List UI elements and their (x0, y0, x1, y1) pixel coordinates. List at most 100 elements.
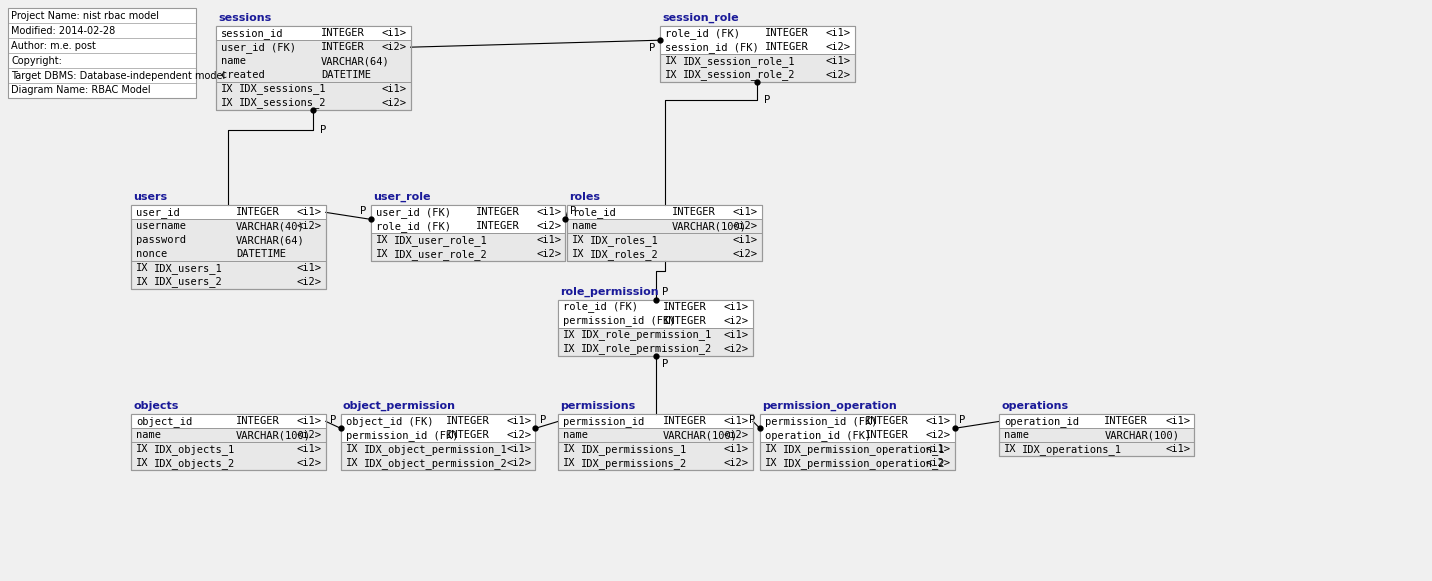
Text: IDX_user_role_2: IDX_user_role_2 (394, 249, 487, 260)
Text: IX: IX (765, 458, 778, 468)
Text: permission_id (FK): permission_id (FK) (765, 416, 878, 427)
Text: <i2>: <i2> (725, 344, 749, 354)
Text: <i1>: <i1> (925, 417, 951, 426)
Text: operation_id (FK): operation_id (FK) (765, 430, 871, 441)
Text: <i1>: <i1> (826, 28, 851, 38)
Text: <i2>: <i2> (925, 431, 951, 440)
Text: permission_operation: permission_operation (762, 401, 896, 411)
Bar (558, 300, 753, 356)
Text: <i2>: <i2> (381, 98, 407, 108)
Text: VARCHAR(100): VARCHAR(100) (663, 431, 737, 440)
Text: password: password (136, 235, 186, 245)
Text: IDX_permission_operation_1: IDX_permission_operation_1 (783, 444, 945, 455)
Text: INTEGER: INTEGER (663, 417, 707, 426)
Text: <i1>: <i1> (296, 263, 322, 273)
Text: <i2>: <i2> (725, 458, 749, 468)
Text: <i1>: <i1> (537, 235, 561, 245)
Text: IDX_object_permission_1: IDX_object_permission_1 (364, 444, 507, 455)
Bar (1000, 414, 1194, 456)
Text: <i2>: <i2> (826, 70, 851, 80)
Text: IX: IX (563, 458, 576, 468)
Text: P: P (321, 125, 326, 135)
Text: role_id (FK): role_id (FK) (375, 221, 451, 232)
Bar (216, 26, 411, 110)
Bar (132, 206, 325, 220)
Text: P: P (749, 415, 755, 425)
Bar (216, 26, 411, 110)
Text: <i2>: <i2> (296, 221, 322, 231)
Text: P: P (329, 415, 337, 425)
Text: <i1>: <i1> (1166, 417, 1190, 426)
Text: VARCHAR(64): VARCHAR(64) (321, 56, 390, 66)
Text: INTEGER: INTEGER (663, 316, 707, 326)
Text: INTEGER: INTEGER (321, 28, 365, 38)
Bar (9, 8, 196, 98)
Text: INTEGER: INTEGER (765, 28, 809, 38)
Text: permissions: permissions (560, 401, 636, 411)
Text: <i1>: <i1> (296, 207, 322, 217)
Bar (371, 206, 566, 261)
Text: P: P (570, 206, 577, 216)
Text: IX: IX (573, 235, 584, 245)
Text: <i2>: <i2> (296, 277, 322, 287)
Text: session_id (FK): session_id (FK) (664, 42, 759, 53)
Bar (1000, 414, 1194, 456)
Text: role_id (FK): role_id (FK) (664, 28, 740, 39)
Text: IX: IX (375, 249, 388, 259)
Text: <i2>: <i2> (537, 221, 561, 231)
Text: <i1>: <i1> (507, 444, 531, 454)
Text: session_id: session_id (221, 28, 284, 39)
Text: sessions: sessions (218, 13, 271, 23)
Text: INTEGER: INTEGER (663, 302, 707, 312)
Text: IX: IX (664, 56, 677, 66)
Text: IDX_operations_1: IDX_operations_1 (1022, 444, 1123, 455)
Text: IX: IX (664, 70, 677, 80)
Text: IX: IX (221, 98, 233, 108)
Text: P: P (663, 358, 669, 369)
Text: IX: IX (1004, 444, 1017, 454)
Text: P: P (540, 415, 547, 425)
Text: <i1>: <i1> (725, 330, 749, 340)
Bar (371, 206, 566, 261)
Text: <i2>: <i2> (733, 249, 758, 259)
Text: roles: roles (570, 192, 600, 202)
Text: IDX_role_permission_2: IDX_role_permission_2 (581, 343, 713, 354)
Text: user_id: user_id (136, 207, 180, 218)
Text: permission_id (FK): permission_id (FK) (563, 315, 676, 327)
Text: <i1>: <i1> (925, 444, 951, 454)
Text: INTEGER: INTEGER (672, 207, 716, 217)
Text: P: P (359, 206, 365, 216)
Text: INTEGER: INTEGER (865, 431, 908, 440)
Text: <i2>: <i2> (733, 221, 758, 231)
Text: <i2>: <i2> (537, 249, 561, 259)
Text: <i1>: <i1> (381, 84, 407, 94)
Text: Modified: 2014-02-28: Modified: 2014-02-28 (11, 26, 116, 36)
Text: IDX_users_2: IDX_users_2 (155, 277, 223, 288)
Text: IX: IX (136, 263, 149, 273)
Text: <i1>: <i1> (507, 417, 531, 426)
Text: IDX_sessions_2: IDX_sessions_2 (239, 98, 326, 108)
Text: created: created (221, 70, 265, 80)
Text: IDX_user_role_1: IDX_user_role_1 (394, 235, 487, 246)
Bar (660, 26, 855, 82)
Text: INTEGER: INTEGER (236, 417, 279, 426)
Text: <i2>: <i2> (826, 42, 851, 52)
Text: <i2>: <i2> (725, 431, 749, 440)
Text: IDX_roles_1: IDX_roles_1 (590, 235, 659, 246)
Text: permission_id (FK): permission_id (FK) (345, 430, 458, 441)
Text: IDX_role_permission_1: IDX_role_permission_1 (581, 329, 713, 340)
Text: IX: IX (136, 277, 149, 287)
Text: IX: IX (345, 444, 358, 454)
Text: INTEGER: INTEGER (475, 221, 520, 231)
Text: nonce: nonce (136, 249, 168, 259)
Text: name: name (1004, 431, 1030, 440)
Bar (341, 414, 536, 470)
Text: <i2>: <i2> (381, 42, 407, 52)
Text: Project Name: nist rbac model: Project Name: nist rbac model (11, 11, 159, 21)
Bar (558, 414, 753, 470)
Text: IDX_permissions_2: IDX_permissions_2 (581, 458, 687, 469)
Text: session_role: session_role (662, 13, 739, 23)
Text: VARCHAR(100): VARCHAR(100) (236, 431, 311, 440)
Bar (760, 414, 955, 470)
Bar (558, 300, 753, 356)
